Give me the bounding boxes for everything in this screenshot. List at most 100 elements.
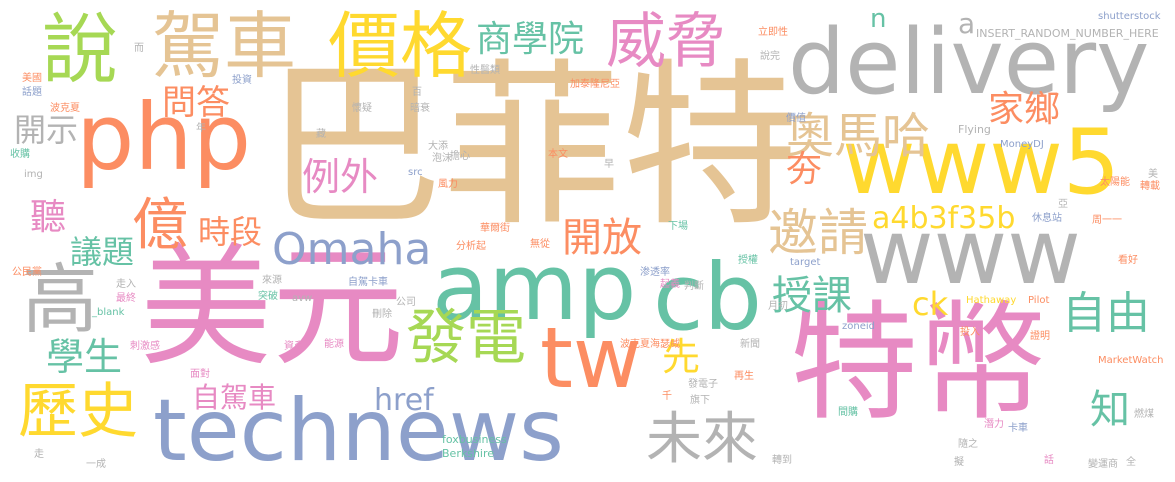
word-href: href xyxy=(374,383,434,418)
word-tw: tw xyxy=(540,309,642,407)
word-small-127: 亞 xyxy=(1058,199,1068,210)
word-jiage: 價格 xyxy=(328,4,473,88)
word-www5: www5 xyxy=(842,110,1121,215)
word-small-63: 加泰隆尼亞 xyxy=(570,79,620,90)
word-delivery: delivery xyxy=(788,10,1150,115)
word-small-100: 分析起 xyxy=(456,241,486,252)
word-small-122: 藏 xyxy=(316,129,326,140)
word-small-62: 投資 xyxy=(232,75,252,86)
word-small-114: 自駕卡車 xyxy=(348,277,388,288)
word-amp: amp xyxy=(432,234,637,341)
word-small-67: 波克夏 xyxy=(50,103,80,114)
word-small-99: 渗透率 xyxy=(640,267,670,278)
word-meiyuan: 美元 xyxy=(140,231,404,385)
word-small-81: 周一一 xyxy=(1092,215,1122,226)
word-tebi: 特幣 xyxy=(790,289,1047,438)
word-small-90: 間購 xyxy=(838,407,858,418)
word-small-120: 而 xyxy=(134,43,144,54)
word-small-60: 立即性 xyxy=(758,27,788,38)
word-omaha: Omaha xyxy=(272,224,432,275)
word-foxbusiness: foxbusiness xyxy=(442,433,507,446)
word-small-96: 千 xyxy=(662,391,672,402)
word-target: target xyxy=(790,257,821,268)
word-small-69: 公民黨 xyxy=(12,267,42,278)
word-small-105: 本文 xyxy=(548,149,568,160)
word-n: n xyxy=(870,4,887,34)
word-blank: _blank xyxy=(92,307,125,318)
word-ting: 聽 xyxy=(30,197,67,238)
word-shuo: 說 xyxy=(42,5,118,94)
word-small-98: 授權 xyxy=(738,255,758,266)
word-small-102: 無從 xyxy=(530,239,550,250)
word-cb: cb xyxy=(653,244,762,351)
word-small-72: 來源 xyxy=(262,275,282,286)
word-jiache: 駕車 xyxy=(152,4,297,88)
word-small-68: 收購 xyxy=(10,149,30,160)
word-liwai: 例外 xyxy=(302,155,379,199)
word-small-97: 波克夏海瑟威 xyxy=(620,339,680,350)
word-small-110: 暗衰 xyxy=(410,103,430,114)
word-small-129: 刺激感 xyxy=(130,341,160,352)
word-hang: 夯 xyxy=(786,149,823,190)
word-kaishi: 開示 xyxy=(14,111,79,149)
word-php: php xyxy=(76,84,252,191)
word-src: src xyxy=(408,167,423,178)
word-small-66: 話題 xyxy=(22,87,42,98)
word-small-91: 隨之 xyxy=(958,439,978,450)
word-small-125: 話 xyxy=(1044,455,1054,466)
word-zoneid: zoneid xyxy=(842,321,875,332)
word-shangxueyuan: 商學院 xyxy=(476,19,585,60)
word-avw: avw xyxy=(292,293,313,304)
word-yaoqing: 邀請 xyxy=(768,204,868,262)
word-small-119: 早 xyxy=(604,159,614,170)
word-small-95: 旗下 xyxy=(690,395,710,406)
word-small-126: 走 xyxy=(34,449,44,460)
word-small-92: 卡車 xyxy=(1008,423,1028,434)
word-small-94: 發電子 xyxy=(688,379,718,390)
word-small-79: 轉載 xyxy=(1140,181,1160,192)
word-jiaxiang: 家鄉 xyxy=(988,89,1061,130)
word-small-108: 擔心 xyxy=(450,151,470,162)
word-ck: ck xyxy=(912,285,949,323)
word-small-128: 投入 xyxy=(960,327,980,338)
word-a: a xyxy=(958,7,976,40)
word-shutterstock: shutterstock xyxy=(1098,11,1161,22)
word-small-118: 美 xyxy=(1148,169,1158,180)
word-small-101: 下場 xyxy=(668,221,688,232)
word-img: img xyxy=(24,169,43,180)
word-hathaway: Hathaway xyxy=(966,295,1017,306)
word-ziyou: 自由 xyxy=(1062,288,1150,339)
word-small-65: 美國 xyxy=(22,73,42,84)
word-small-93: 再生 xyxy=(734,371,754,382)
word-shouke: 授課 xyxy=(772,273,852,319)
word-small-123: 百 xyxy=(412,87,422,98)
word-zijiache: 自駕車 xyxy=(192,381,277,414)
word-small-107: 大添 xyxy=(428,141,448,152)
word-small-104: 起義 xyxy=(660,279,680,290)
word-small-61: 說完 xyxy=(760,51,780,62)
word-small-113: 月初 xyxy=(768,301,788,312)
word-small-109: 泡沫 xyxy=(432,153,452,164)
word-bafeite: 巴菲特 xyxy=(265,43,799,250)
word-moneydj: MoneyDJ xyxy=(1000,139,1044,150)
word-small-70: 走入 xyxy=(116,279,136,290)
word-small-87: 一成 xyxy=(86,459,106,470)
word-small-106: 風力 xyxy=(438,179,458,190)
word-small-73: 能源 xyxy=(324,339,344,350)
word-pilot: Pilot xyxy=(1028,295,1050,306)
word-yi: 億 xyxy=(132,193,188,258)
word-small-75: 面對 xyxy=(190,369,210,380)
word-small-85: 變運商 xyxy=(1088,459,1118,470)
word-small-103: 華爾街 xyxy=(480,223,510,234)
word-small-80: 休息站 xyxy=(1032,213,1062,224)
word-lishi: 歷史 xyxy=(18,377,138,447)
word-small-83: 證明 xyxy=(1030,331,1050,342)
word-marketwatch: MarketWatch xyxy=(1098,355,1164,366)
word-small-76: 判斷 xyxy=(684,281,704,292)
word-fadian: 發電 xyxy=(406,303,526,373)
word-technews: technews xyxy=(153,381,564,481)
word-xian: 先 xyxy=(662,335,701,379)
word-small-124: 擬 xyxy=(954,457,964,468)
word-small-115: 公司 xyxy=(396,297,416,308)
word-small-88: 轉到 xyxy=(772,455,792,466)
